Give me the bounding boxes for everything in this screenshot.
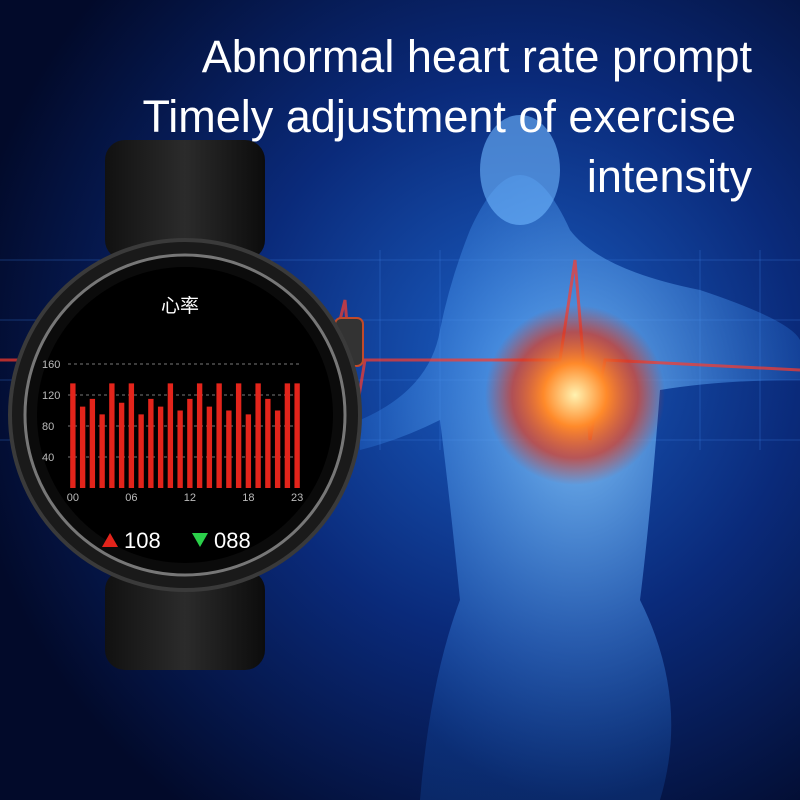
headline-line: Timely adjustment of exercise	[142, 91, 736, 142]
headline-line: Abnormal heart rate prompt	[202, 31, 753, 82]
x-tick-label: 18	[242, 492, 254, 504]
y-tick-label: 80	[42, 421, 54, 433]
screen-title: 心率	[161, 295, 199, 317]
watch: 心率 108 088	[8, 140, 364, 670]
bar	[187, 398, 193, 488]
bar	[138, 414, 144, 488]
up-arrow	[102, 533, 118, 547]
bar	[79, 406, 86, 488]
x-tick-label: 00	[67, 492, 79, 504]
bar	[206, 406, 213, 488]
strap-bottom	[105, 570, 265, 670]
head	[480, 115, 560, 225]
max-reading: 108	[124, 528, 161, 553]
bar	[216, 383, 222, 488]
bar	[274, 410, 281, 488]
bar	[70, 383, 76, 488]
bar	[255, 383, 261, 488]
human-figure	[360, 175, 800, 800]
bar	[235, 383, 242, 488]
bar	[196, 383, 203, 488]
y-tick-label: 40	[42, 452, 54, 464]
strap-top	[105, 140, 265, 260]
bar	[148, 398, 154, 488]
bar	[157, 406, 164, 488]
x-tick-label: 12	[184, 492, 196, 504]
screen	[37, 267, 333, 563]
bar	[245, 414, 252, 488]
heart-glow	[485, 305, 665, 485]
x-tick-label: 23	[291, 492, 303, 504]
bar	[167, 383, 174, 488]
down-arrow	[192, 533, 208, 547]
bar	[284, 383, 291, 488]
y-tick-label: 160	[42, 359, 60, 371]
bar	[128, 383, 135, 488]
x-tick-label: 06	[125, 492, 137, 504]
bar	[265, 398, 271, 488]
min-reading: 088	[214, 528, 251, 553]
headline: Abnormal heart rate prompt Timely adjust…	[142, 31, 752, 202]
y-tick-label: 120	[42, 390, 60, 402]
bar	[118, 402, 125, 488]
bar	[99, 414, 105, 488]
headline-line: intensity	[587, 151, 753, 202]
bar	[226, 410, 232, 488]
bar	[177, 410, 183, 488]
bar	[294, 383, 300, 488]
bar	[109, 383, 115, 488]
bar	[89, 398, 96, 488]
